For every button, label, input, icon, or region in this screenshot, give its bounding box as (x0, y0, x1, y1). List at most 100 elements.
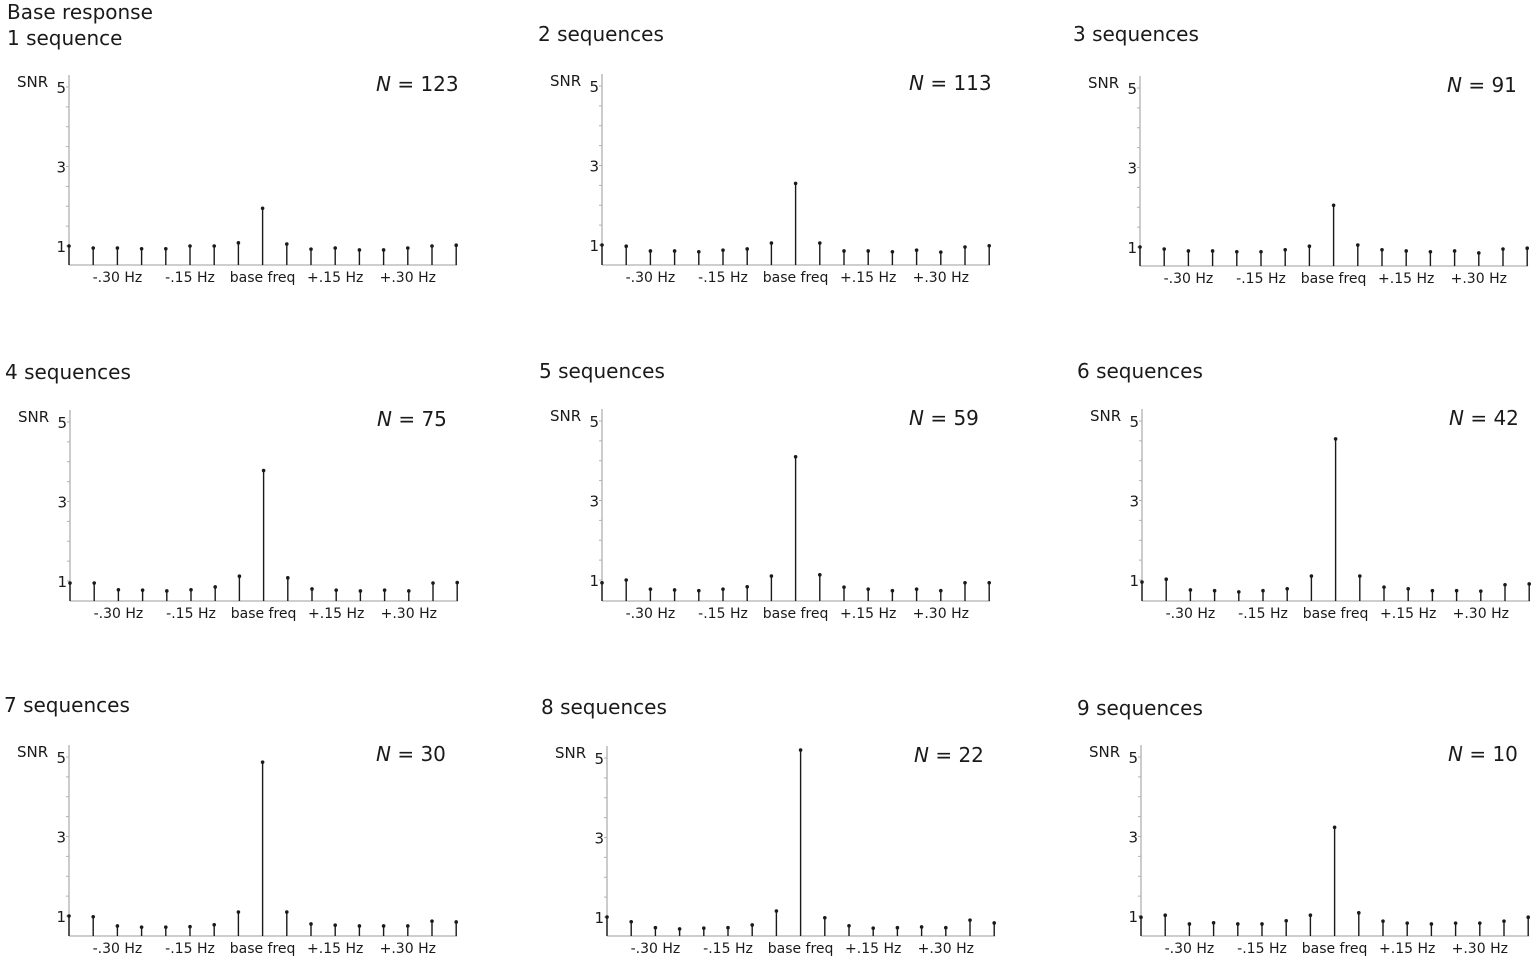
sample-size-annotation: N = 123 (376, 72, 459, 96)
x-tick-label: -.15 Hz (703, 941, 753, 957)
stem-marker (431, 581, 435, 585)
stem-marker (1356, 243, 1360, 247)
stem-marker (968, 918, 972, 922)
stem-marker (188, 244, 192, 248)
stem-marker (987, 580, 991, 585)
panel-title: 7 sequences (4, 693, 130, 717)
stem-marker (1358, 574, 1362, 578)
panel-title: 8 sequences (541, 695, 667, 719)
stem-marker (260, 206, 265, 211)
stem-marker (381, 924, 386, 928)
stem-marker (726, 925, 730, 930)
y-tick-label: 5 (594, 750, 604, 768)
stem-marker (382, 588, 387, 592)
stem-marker (188, 924, 192, 929)
x-tick-label: +.30 Hz (1453, 606, 1509, 622)
stem-marker (1259, 249, 1263, 254)
x-tick-label: +.15 Hz (840, 270, 896, 286)
stem-marker (624, 244, 628, 248)
stem-marker (213, 585, 217, 589)
stem-marker (1381, 919, 1385, 923)
y-tick-label: 3 (57, 494, 67, 512)
x-tick-label: +.30 Hz (913, 270, 969, 286)
x-tick-label: +.15 Hz (1380, 606, 1436, 622)
stem-marker (1478, 921, 1482, 925)
stem-marker (890, 588, 895, 593)
y-tick-label: 5 (589, 413, 599, 431)
stem-marker (1163, 913, 1167, 918)
stem-marker (1188, 588, 1193, 592)
stem-marker (260, 760, 265, 764)
stem-marker (1333, 437, 1338, 441)
stem-marker (895, 925, 900, 930)
stem-marker (629, 919, 633, 924)
x-tick-label: -.30 Hz (626, 270, 676, 286)
x-tick-label: base freq (231, 606, 297, 622)
stem-marker (1164, 577, 1168, 582)
panel-title: 6 sequences (1077, 359, 1203, 383)
stem-marker (455, 580, 460, 585)
stem-marker (823, 915, 827, 920)
stem-marker (702, 926, 706, 930)
x-tick-label: +.15 Hz (840, 606, 896, 622)
y-axis-label: SNR (1088, 74, 1120, 92)
x-tick-label: +.30 Hz (380, 941, 436, 957)
stem-marker (842, 585, 846, 589)
stem-marker (67, 914, 71, 918)
stem-marker (1140, 580, 1144, 584)
stem-marker (1237, 590, 1241, 594)
stem-marker (1261, 588, 1265, 593)
stem-marker (1503, 582, 1507, 587)
stem-marker (963, 245, 967, 249)
stem-marker (1186, 249, 1191, 253)
stem-marker (1501, 247, 1505, 251)
x-tick-label: -.15 Hz (1238, 606, 1288, 622)
stem-marker (793, 454, 798, 459)
stem-marker (769, 241, 774, 245)
stem-marker (1285, 586, 1289, 591)
stem-marker (236, 910, 241, 914)
x-tick-label: +.30 Hz (381, 606, 437, 622)
panel-title: 4 sequences (5, 360, 131, 384)
stem-marker (600, 243, 604, 247)
stem-marker (139, 246, 144, 251)
y-axis-label: SNR (550, 72, 582, 90)
sample-size-annotation: N = 22 (914, 743, 984, 767)
stem-marker (1382, 585, 1386, 589)
x-tick-label: base freq (768, 941, 834, 957)
stem-marker (430, 244, 434, 248)
x-tick-label: -.30 Hz (1165, 941, 1215, 957)
stem-marker (1235, 249, 1239, 254)
panel-title: 3 sequences (1073, 22, 1199, 46)
stem-marker (653, 925, 658, 930)
stem-marker (67, 244, 71, 248)
stem-marker (454, 243, 459, 248)
x-tick-label: -.30 Hz (93, 941, 143, 957)
x-tick-label: +.15 Hz (308, 606, 364, 622)
stem-marker (164, 246, 168, 251)
stem-marker (697, 249, 701, 254)
stem-marker (286, 576, 290, 580)
y-axis-label: SNR (1089, 743, 1121, 761)
x-tick-label: -.30 Hz (626, 606, 676, 622)
stem-marker (939, 588, 943, 593)
y-axis-label: SNR (17, 73, 49, 91)
stem-marker (818, 573, 822, 577)
panel-title: 2 sequences (538, 22, 664, 46)
stem-marker (92, 581, 96, 585)
stem-marker (944, 925, 948, 930)
stem-marker (1380, 247, 1384, 252)
stem-marker (1526, 915, 1530, 919)
stem-marker (1406, 586, 1410, 591)
y-tick-label: 5 (589, 78, 599, 96)
x-tick-label: +.30 Hz (913, 606, 969, 622)
y-tick-label: 3 (589, 158, 599, 176)
x-tick-label: base freq (1303, 606, 1369, 622)
stem-marker (309, 247, 313, 251)
stem-marker (115, 246, 120, 250)
